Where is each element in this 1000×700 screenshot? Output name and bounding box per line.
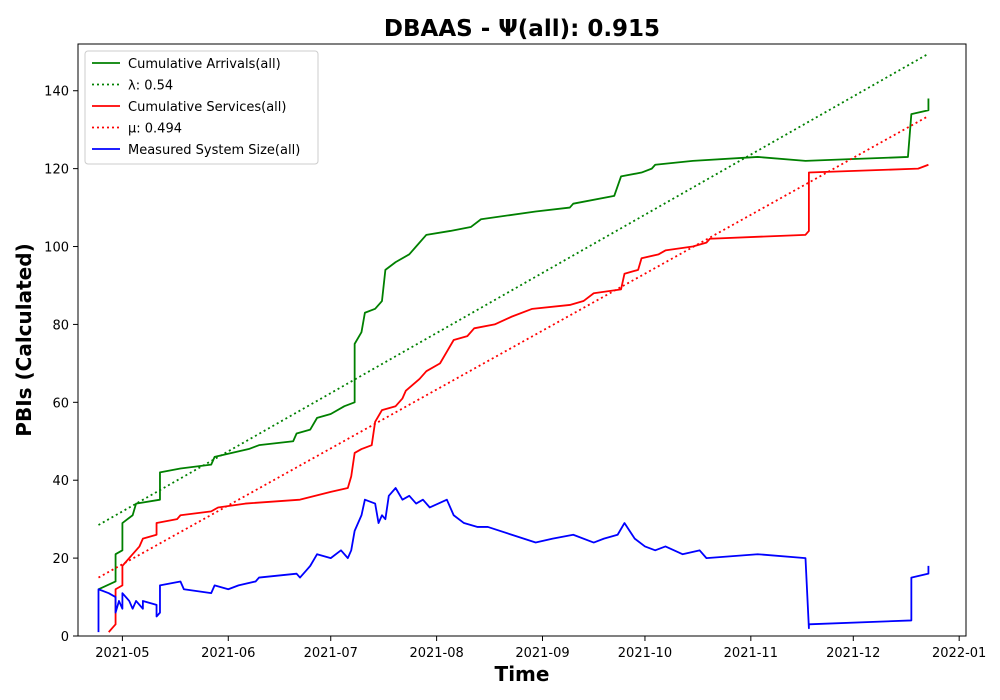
x-tick-label: 2021-05 [95,646,149,661]
legend: Cumulative Arrivals(all) λ: 0.54 Cumulativ… [85,51,318,164]
y-tick-label: 40 [52,474,69,489]
legend-label-1: λ: 0.54 [128,79,173,94]
y-tick-label: 80 [52,318,69,333]
y-axis-label: PBIs (Calculated) [12,243,36,436]
legend-label-0: Cumulative Arrivals(all) [128,57,281,72]
y-tick-label: 60 [52,396,69,411]
y-tick-label: 20 [52,552,69,567]
y-tick-label: 0 [61,630,69,645]
legend-label-4: Measured System Size(all) [128,143,300,158]
y-tick-label: 140 [44,85,69,100]
legend-label-2: Cumulative Services(all) [128,100,286,115]
x-axis-label: Time [495,662,550,686]
x-tick-label: 2021-07 [304,646,358,661]
x-tick-label: 2021-12 [826,646,880,661]
chart-title: DBAAS - Ψ(all): 0.915 [384,16,660,42]
y-tick-label: 100 [44,241,69,256]
y-tick-label: 120 [44,163,69,178]
legend-label-3: μ: 0.494 [128,122,182,137]
x-tick-label: 2021-11 [724,646,778,661]
x-tick-label: 2021-06 [201,646,255,661]
x-tick-label: 2021-10 [618,646,672,661]
x-tick-label: 2022-01 [932,646,986,661]
x-tick-label: 2021-09 [515,646,569,661]
x-tick-label: 2021-08 [409,646,463,661]
